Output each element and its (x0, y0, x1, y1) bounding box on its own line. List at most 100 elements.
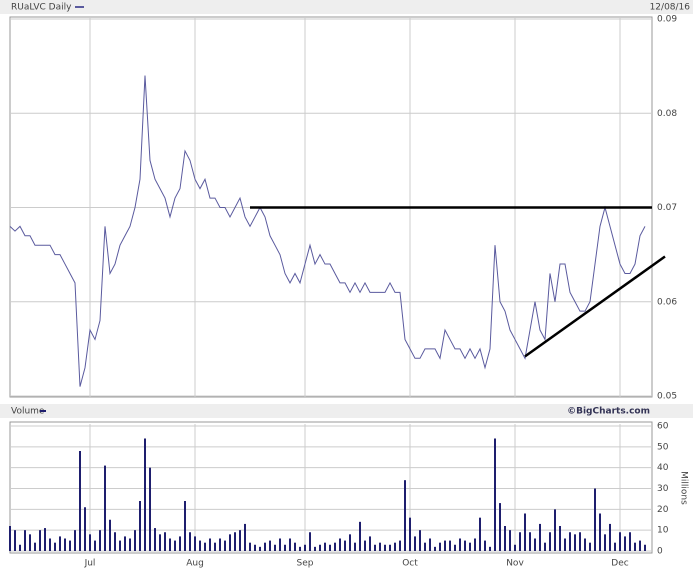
volume-bar (89, 534, 91, 551)
volume-bar (614, 542, 616, 551)
x-tick-label: Oct (402, 559, 418, 569)
volume-bar (479, 517, 481, 551)
y-tick-label: 60 (657, 422, 669, 432)
volume-bar (499, 503, 501, 551)
volume-bar (399, 540, 401, 551)
symbol-label: RUaLVC Daily (11, 3, 72, 13)
y-tick-label: 0.09 (657, 15, 677, 25)
volume-bar (449, 540, 451, 551)
volume-label: Volume (11, 407, 45, 417)
volume-bar (464, 540, 466, 551)
volume-bar (44, 528, 46, 551)
volume-bar (159, 534, 161, 551)
volume-bar (214, 542, 216, 551)
date-label: 12/08/16 (650, 3, 691, 13)
volume-bar (74, 530, 76, 551)
volume-bar (234, 532, 236, 551)
y-tick-label: 0.06 (657, 297, 677, 307)
volume-bar (579, 532, 581, 551)
volume-bar (194, 536, 196, 551)
volume-bar (169, 538, 171, 551)
volume-bar (184, 501, 186, 551)
volume-bar (564, 538, 566, 551)
volume-bar (594, 488, 596, 551)
volume-bar (139, 501, 141, 551)
volume-bar (219, 538, 221, 551)
y-axis-label: Millions (679, 471, 689, 505)
volume-bar (344, 540, 346, 551)
volume-bar (489, 546, 491, 551)
price-line (9, 75, 646, 387)
credit: ©BigCharts.com (567, 407, 650, 417)
x-tick-label: Jul (84, 559, 96, 569)
volume-bar (364, 540, 366, 551)
volume-bar (414, 536, 416, 551)
volume-bar (349, 534, 351, 551)
volume-bar (199, 540, 201, 551)
volume-bar (79, 451, 81, 551)
volume-bar (459, 538, 461, 551)
volume-bar (474, 538, 476, 551)
volume-bar (24, 530, 26, 551)
volume-bar (59, 536, 61, 551)
volume-bar (99, 530, 101, 551)
volume-bar (359, 521, 361, 551)
volume-bar (384, 544, 386, 551)
volume-bar (49, 538, 51, 551)
volume-bar (289, 538, 291, 551)
volume-bar (329, 544, 331, 551)
volume-bar (109, 519, 111, 551)
volume-bar (514, 544, 516, 551)
volume-header-bar (0, 404, 693, 418)
volume-bar (124, 536, 126, 551)
y-tick-label: 0.08 (657, 109, 677, 119)
volume-bar (304, 544, 306, 551)
volume-bar (229, 534, 231, 551)
volume-bar (519, 532, 521, 551)
volume-bar (209, 538, 211, 551)
volume-bar (504, 526, 506, 551)
volume-bar (624, 536, 626, 551)
volume-bar (119, 540, 121, 551)
volume-bar (559, 526, 561, 551)
volume-bar (14, 530, 16, 551)
volume-bar (309, 532, 311, 551)
volume-bar (9, 526, 11, 551)
volume-bar (529, 532, 531, 551)
x-tick-label: Aug (186, 559, 204, 569)
volume-bar (469, 542, 471, 551)
volume-bar (69, 540, 71, 551)
volume-bar (354, 542, 356, 551)
volume-bar (604, 534, 606, 551)
y-tick-label: 0 (657, 547, 663, 557)
volume-bar (509, 530, 511, 551)
volume-frame (9, 421, 653, 554)
volume-bar (639, 540, 641, 551)
volume-bar (454, 544, 456, 551)
volume-bar (494, 438, 496, 551)
volume-bar (204, 542, 206, 551)
volume-bar (269, 540, 271, 551)
volume-bar (294, 542, 296, 551)
volume-bar (434, 546, 436, 551)
volume-bar (569, 532, 571, 551)
trend-line (524, 255, 666, 358)
volume-bar (264, 542, 266, 551)
volume-bar (334, 542, 336, 551)
volume-bar (144, 438, 146, 551)
volume-bar (444, 540, 446, 551)
volume-bar (394, 542, 396, 551)
volume-bar (64, 538, 66, 551)
volume-bar (339, 538, 341, 551)
volume-bar (314, 546, 316, 551)
volume-bar (189, 532, 191, 551)
volume-bar (439, 542, 441, 551)
volume-bar (379, 542, 381, 551)
volume-bar (324, 542, 326, 551)
volume-bar (369, 536, 371, 551)
volume-bar (39, 530, 41, 551)
volume-bar (574, 534, 576, 551)
volume-bar (619, 532, 621, 551)
y-tick-label: 30 (657, 484, 669, 494)
y-tick-label: 50 (657, 442, 669, 452)
